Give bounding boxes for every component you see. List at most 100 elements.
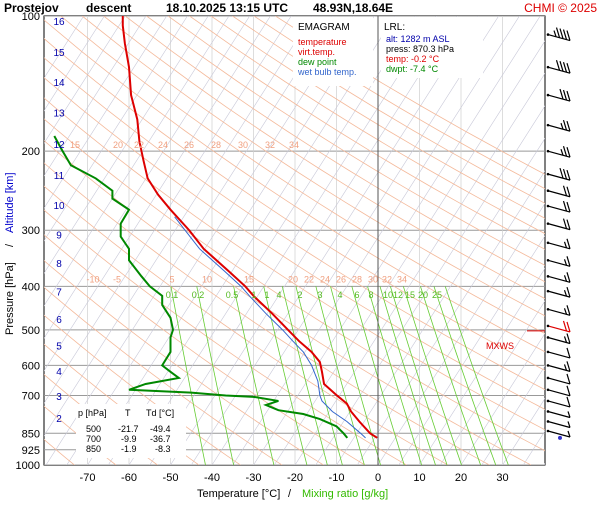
lrl-box: LRL: alt: 1282 m ASL press: 870.3 hPa te… bbox=[381, 17, 483, 78]
wind-barb-dot bbox=[547, 325, 550, 328]
x-axis-separator: / bbox=[288, 488, 292, 500]
pressure-tick-label: 1000 bbox=[16, 460, 40, 472]
altitude-tick-label: 3 bbox=[56, 392, 62, 403]
temperature-tick-label: 20 bbox=[455, 472, 467, 484]
wind-barb-dot bbox=[547, 364, 550, 367]
table-cell: 700 bbox=[86, 434, 101, 444]
temperature-tick-label: -50 bbox=[163, 472, 179, 484]
lrl-temp: temp: -0.2 °C bbox=[386, 54, 440, 64]
mixing-ratio-label: 1 bbox=[264, 290, 269, 300]
altitude-tick-label: 6 bbox=[56, 315, 62, 326]
wind-barb-dot bbox=[547, 33, 550, 36]
adiabat-label: 34 bbox=[397, 274, 407, 284]
temperature-tick-label: -70 bbox=[80, 472, 96, 484]
temperature-tick-label: -60 bbox=[121, 472, 137, 484]
pressure-tick-label: 200 bbox=[22, 146, 40, 158]
y-axis-label: Pressure [hPa] bbox=[4, 262, 16, 335]
adiabat-label: 32 bbox=[265, 140, 275, 150]
wind-barb-dot bbox=[547, 388, 550, 391]
table-cell: 500 bbox=[86, 424, 101, 434]
temperature-tick-label: 10 bbox=[413, 472, 425, 484]
legend-item-dew-point: dew point bbox=[298, 57, 337, 67]
pressure-tick-label: 300 bbox=[22, 225, 40, 237]
temperature-tick-label: -20 bbox=[287, 472, 303, 484]
table-cell: -9.9 bbox=[121, 434, 137, 444]
mixing-ratio-label: 0.5 bbox=[226, 290, 239, 300]
mixing-ratio-label: 4 bbox=[337, 290, 342, 300]
chart-header: Prostejov descent 18.10.2025 13:15 UTC 4… bbox=[4, 1, 597, 15]
pressure-tick-label: 700 bbox=[22, 390, 40, 402]
altitude-tick-label: 11 bbox=[54, 171, 65, 182]
adiabat-label: 26 bbox=[336, 274, 346, 284]
lrl-title: LRL: bbox=[384, 22, 405, 33]
pressure-tick-label: 500 bbox=[22, 325, 40, 337]
adiabat-label: 30 bbox=[238, 140, 248, 150]
pressure-tick-label: 100 bbox=[22, 11, 40, 23]
table-header-p: p [hPa] bbox=[78, 408, 107, 418]
x-axis-label: Temperature [°C] bbox=[197, 488, 280, 500]
legend: EMAGRAM temperature virt.temp. dew point… bbox=[293, 17, 373, 86]
adiabat-label: 22 bbox=[134, 140, 144, 150]
table-cell: -36.7 bbox=[150, 434, 171, 444]
temperature-tick-label: -30 bbox=[246, 472, 262, 484]
altitude-tick-label: 15 bbox=[53, 48, 65, 59]
adiabat-label: -5 bbox=[113, 274, 121, 284]
legend-title: EMAGRAM bbox=[298, 22, 350, 33]
y-axis-separator: / bbox=[4, 243, 16, 247]
sounding-coords: 48.93N,18.64E bbox=[313, 1, 393, 15]
mixing-ratio-label: 8 bbox=[368, 290, 373, 300]
table-cell: -49.4 bbox=[150, 424, 171, 434]
altitude-tick-label: 2 bbox=[56, 414, 62, 425]
adiabat-label: 28 bbox=[211, 140, 221, 150]
wind-barb-dot bbox=[547, 66, 550, 69]
adiabat-label: 5 bbox=[169, 274, 174, 284]
wind-barb-dot bbox=[547, 94, 550, 97]
y-axis-label-altitude: Altitude [km] bbox=[4, 172, 16, 233]
mxws-label: MXWS bbox=[486, 341, 514, 351]
mixing-ratio-label: 3 bbox=[317, 290, 322, 300]
adiabat-label: 26 bbox=[184, 140, 194, 150]
adiabat-label: 24 bbox=[320, 274, 330, 284]
sounding-datetime: 18.10.2025 13:15 UTC bbox=[166, 1, 288, 15]
temperature-tick-label: 0 bbox=[375, 472, 381, 484]
altitude-tick-label: 4 bbox=[56, 367, 62, 378]
table-cell: -21.7 bbox=[118, 424, 139, 434]
wind-barb-dot bbox=[547, 410, 550, 413]
wind-barb-dot bbox=[547, 189, 550, 192]
wind-barb-dot bbox=[547, 290, 550, 293]
mixing-ratio-label: 1 bbox=[251, 290, 256, 300]
wind-barb-dot bbox=[547, 259, 550, 262]
legend-item-wet-bulb: wet bulb temp. bbox=[297, 67, 357, 77]
mixing-ratio-label: 20 bbox=[418, 290, 428, 300]
mixing-ratio-label: 4 bbox=[276, 290, 281, 300]
altitude-tick-label: 7 bbox=[56, 288, 62, 299]
table-cell: -8.3 bbox=[155, 444, 171, 454]
adiabat-label: 15 bbox=[70, 140, 80, 150]
adiabat-label: 24 bbox=[158, 140, 168, 150]
copyright-text: CHMI © 2025 bbox=[524, 1, 597, 15]
table-cell: 850 bbox=[86, 444, 101, 454]
wind-barb-dot bbox=[547, 308, 550, 311]
altitude-tick-label: 5 bbox=[56, 342, 62, 353]
mixing-ratio-label: 25 bbox=[432, 290, 442, 300]
adiabat-label: 22 bbox=[304, 274, 314, 284]
altitude-tick-label: 10 bbox=[53, 201, 65, 212]
x-axis-label-mixing: Mixing ratio [g/kg] bbox=[302, 488, 388, 500]
temperature-tick-label: -40 bbox=[204, 472, 220, 484]
lrl-dwpt: dwpt: -7.4 °C bbox=[386, 64, 439, 74]
wind-barb-dot bbox=[547, 430, 550, 433]
surface-wind-dot bbox=[558, 436, 562, 440]
wind-barb-dot bbox=[547, 222, 550, 225]
wind-barb-dot bbox=[547, 377, 550, 380]
pressure-tick-label: 600 bbox=[22, 360, 40, 372]
altitude-tick-label: 8 bbox=[56, 259, 62, 270]
wind-barb-dot bbox=[547, 420, 550, 423]
altitude-tick-label: 13 bbox=[53, 109, 65, 120]
adiabat-label: 30 bbox=[368, 274, 378, 284]
mixing-ratio-label: 10 bbox=[383, 290, 393, 300]
mixing-ratio-label: 2 bbox=[297, 290, 302, 300]
mixing-ratio-label: 6 bbox=[354, 290, 359, 300]
legend-item-virt-temp: virt.temp. bbox=[298, 47, 335, 57]
